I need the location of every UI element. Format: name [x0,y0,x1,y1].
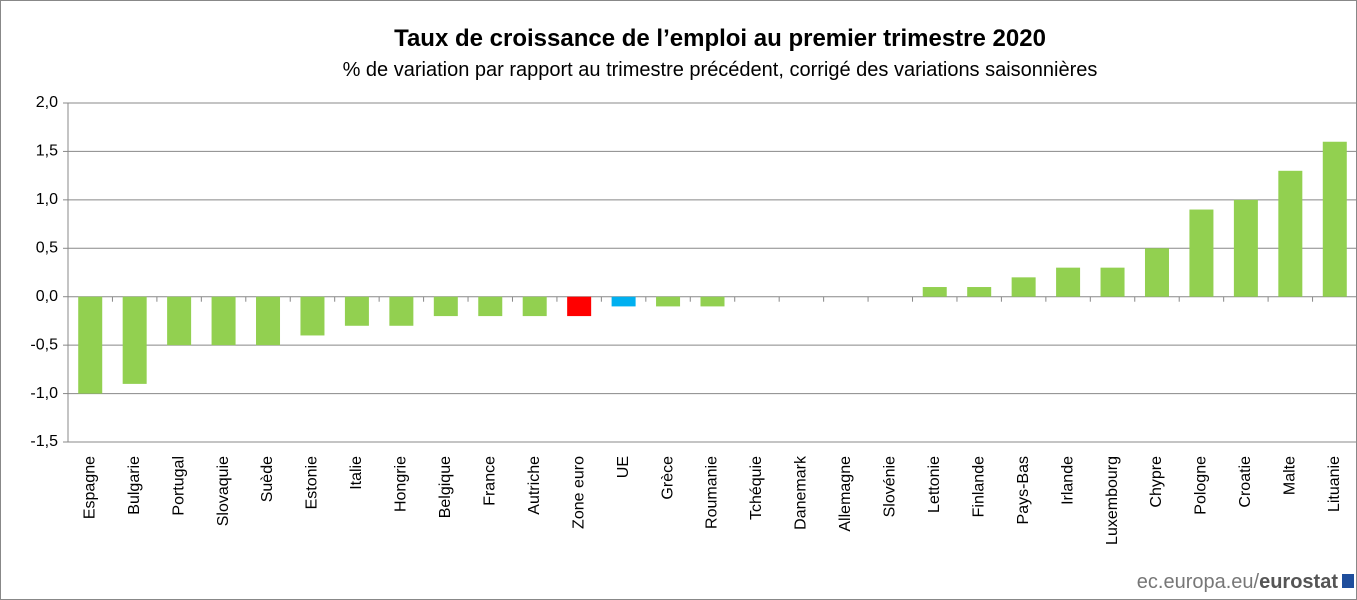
bar [433,296,458,317]
chart-title: Taux de croissance de l’emploi au premie… [394,25,1046,52]
x-tick-label: Slovaquie [215,456,232,526]
bar [1056,267,1081,297]
y-tick-label: 0,0 [36,288,58,305]
x-tick-label: Tchéquie [748,456,765,520]
bar [478,296,503,317]
x-tick-label: Hongrie [393,456,410,512]
bar [78,296,103,394]
eu-flag [1342,574,1354,588]
y-tick-label: 1,5 [36,143,58,160]
x-tick-label: Bulgarie [126,456,143,515]
x-tick-label: Belgique [437,456,454,518]
bar [656,296,681,307]
x-tick-label: France [481,456,498,506]
y-tick-label: 1,0 [36,191,58,208]
bar [967,287,992,297]
source-url: ec.europa.eu/ [1137,571,1260,593]
bar [344,296,369,326]
bar [1189,209,1214,297]
y-tick-label: -0,5 [30,336,58,353]
x-tick-label: Chypre [1148,456,1165,508]
x-tick-label: Grèce [659,456,676,500]
y-tick-label: 0,5 [36,240,58,257]
bar [1100,267,1125,297]
x-tick-label: Pologne [1193,456,1210,515]
bar [122,296,147,384]
bar [211,296,236,346]
x-tick-label: Malte [1282,456,1299,495]
x-tick-label: Roumanie [704,456,721,529]
x-tick-label: Pays-Bas [1015,456,1032,524]
x-tick-label: Portugal [170,456,187,516]
x-tick-label: Lituanie [1326,456,1343,512]
chart-subtitle: % de variation par rapport au trimestre … [343,59,1098,81]
bar [256,296,281,346]
x-tick-label: Irlande [1059,456,1076,505]
x-tick-label: UE [615,456,632,478]
bar [567,296,592,317]
x-tick-label: Allemagne [837,456,854,532]
x-tick-label: Finlande [970,456,987,517]
x-tick-label: Espagne [81,456,98,519]
y-tick-label: -1,5 [30,433,58,450]
bar [389,296,414,326]
y-tick-label: -1,0 [30,385,58,402]
bar [1233,199,1258,297]
bar [1322,141,1347,297]
x-tick-label: Suède [259,456,276,502]
x-tick-label: Croatie [1237,456,1254,508]
bar [522,296,547,317]
bar [167,296,192,346]
x-tick-label: Danemark [793,455,810,530]
x-tick-label: Lettonie [926,456,943,513]
x-tick-label: Italie [348,456,365,490]
bar [922,287,947,297]
source-brand: eurostat [1259,571,1338,593]
x-tick-label: Zone euro [570,456,587,529]
x-tick-label: Slovénie [882,456,899,517]
y-tick-label: 2,0 [36,94,58,111]
x-tick-label: Luxembourg [1104,456,1121,545]
source: ec.europa.eu/eurostat [1137,571,1339,593]
bar [700,296,725,307]
x-tick-label: Estonie [304,456,321,509]
bar [300,296,325,336]
bar [1144,248,1169,297]
bar [1278,170,1303,297]
bar [1011,277,1036,297]
bar [611,296,636,307]
x-tick-label: Autriche [526,456,543,515]
